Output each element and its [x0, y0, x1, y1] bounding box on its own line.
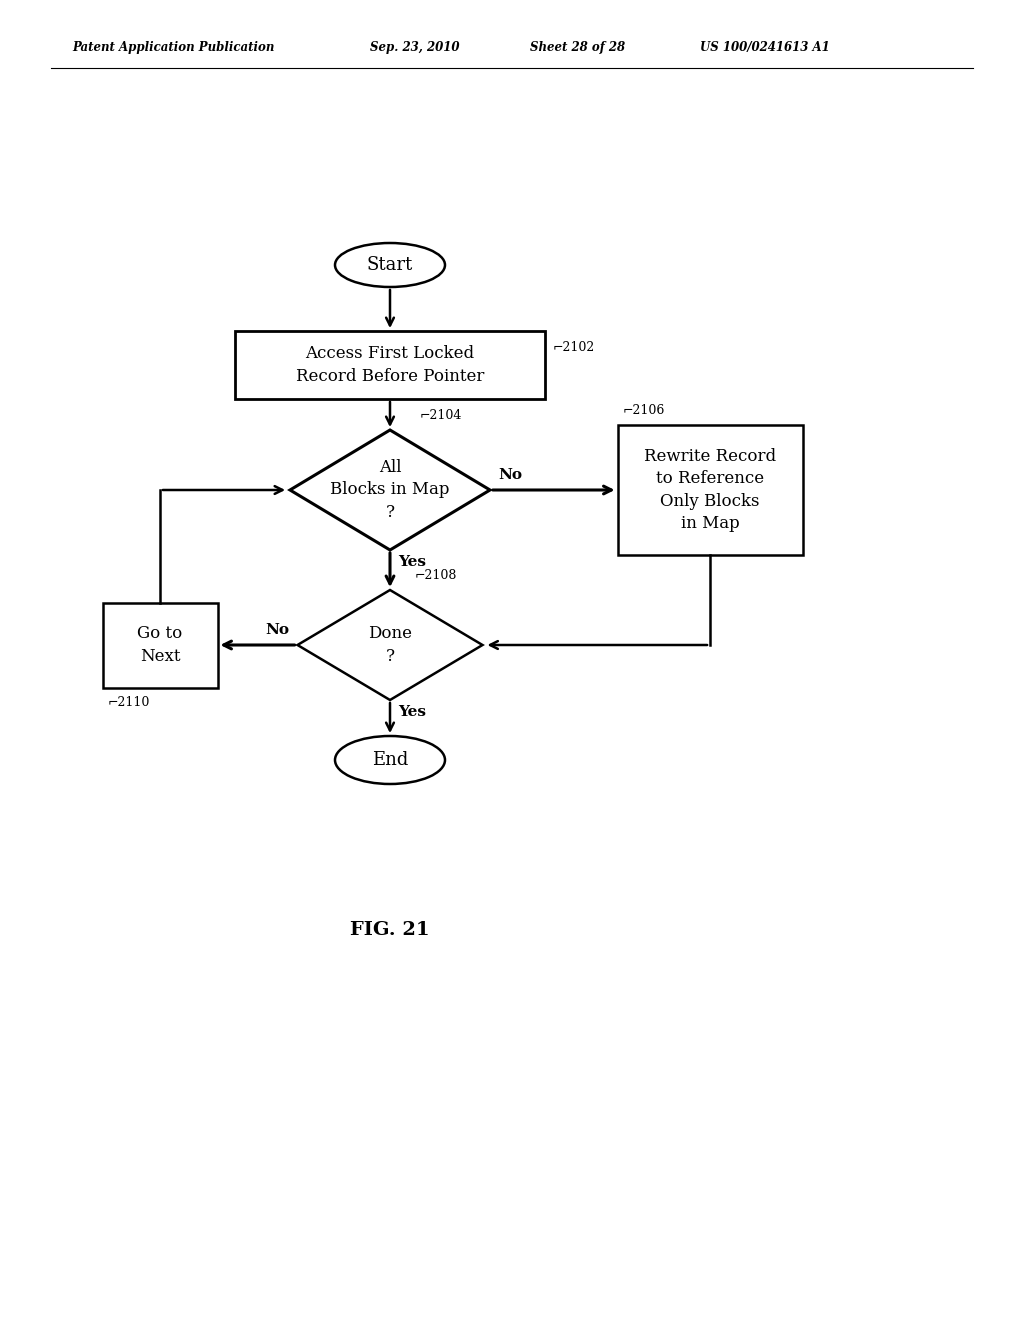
Text: No: No	[265, 623, 290, 638]
FancyBboxPatch shape	[234, 331, 545, 399]
Text: ⌐2108: ⌐2108	[415, 569, 458, 582]
Text: Go to
Next: Go to Next	[137, 626, 182, 664]
Polygon shape	[298, 590, 482, 700]
Text: Start: Start	[367, 256, 413, 275]
Text: No: No	[498, 469, 522, 482]
Text: ⌐2102: ⌐2102	[553, 341, 595, 354]
Polygon shape	[290, 430, 490, 550]
Text: End: End	[372, 751, 409, 770]
Text: Yes: Yes	[398, 554, 426, 569]
Text: Rewrite Record
to Reference
Only Blocks
in Map: Rewrite Record to Reference Only Blocks …	[644, 449, 776, 532]
Text: ⌐2106: ⌐2106	[623, 404, 665, 417]
Ellipse shape	[335, 243, 445, 286]
Text: All
Blocks in Map
?: All Blocks in Map ?	[331, 459, 450, 520]
Ellipse shape	[335, 737, 445, 784]
Text: Done
?: Done ?	[368, 626, 412, 664]
FancyBboxPatch shape	[102, 602, 217, 688]
Text: US 100/0241613 A1: US 100/0241613 A1	[700, 41, 829, 54]
Text: ⌐2104: ⌐2104	[420, 409, 463, 422]
Text: ⌐2110: ⌐2110	[108, 696, 150, 709]
Text: Sheet 28 of 28: Sheet 28 of 28	[530, 41, 625, 54]
Text: Access First Locked
Record Before Pointer: Access First Locked Record Before Pointe…	[296, 346, 484, 384]
Text: Sep. 23, 2010: Sep. 23, 2010	[370, 41, 460, 54]
Text: Patent Application Publication: Patent Application Publication	[72, 41, 274, 54]
Text: FIG. 21: FIG. 21	[350, 921, 430, 939]
FancyBboxPatch shape	[617, 425, 803, 554]
Text: Yes: Yes	[398, 705, 426, 719]
